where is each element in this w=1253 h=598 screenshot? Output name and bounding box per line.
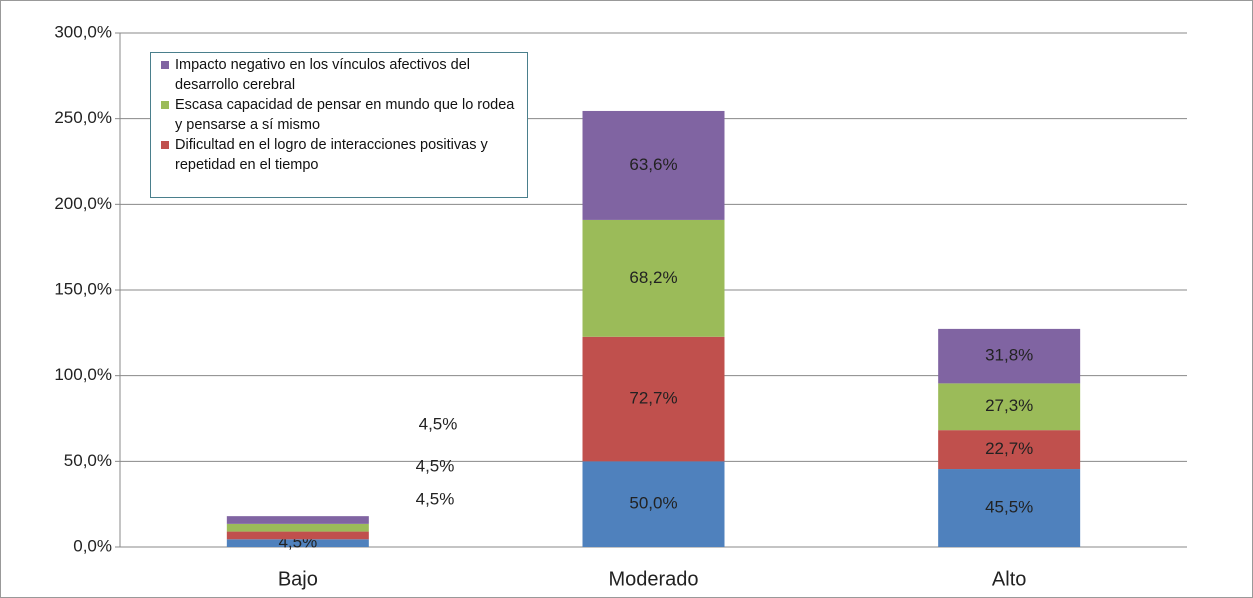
value-label: 27,3% bbox=[985, 396, 1033, 415]
legend-label: Impacto negativo en los vínculos afectiv… bbox=[175, 57, 470, 93]
legend-label: Dificultad en el logro de interacciones … bbox=[175, 137, 488, 173]
bar-segment bbox=[938, 383, 1081, 431]
y-tick-label: 50,0% bbox=[64, 451, 112, 470]
legend-entry: Dificultad en el logro de interacciones … bbox=[155, 135, 523, 175]
x-tick-label: Moderado bbox=[608, 568, 698, 590]
value-label: 22,7% bbox=[985, 439, 1033, 458]
y-tick-label: 100,0% bbox=[54, 365, 112, 384]
value-label: 45,5% bbox=[985, 498, 1033, 517]
y-tick-label: 300,0% bbox=[54, 22, 112, 41]
x-tick-label: Bajo bbox=[278, 568, 318, 590]
y-tick-label: 250,0% bbox=[54, 108, 112, 127]
bar-segment bbox=[938, 469, 1081, 547]
bar-segment bbox=[938, 430, 1081, 470]
value-label: 4,5% bbox=[416, 456, 455, 475]
value-label: 72,7% bbox=[629, 389, 677, 408]
bar-segment bbox=[226, 516, 369, 524]
legend-swatch bbox=[161, 101, 169, 109]
legend-swatch bbox=[161, 61, 169, 69]
legend-entry: Escasa capacidad de pensar en mundo que … bbox=[155, 95, 523, 135]
bar-segment bbox=[582, 461, 725, 547]
value-label: 4,5% bbox=[419, 414, 458, 433]
bar-segment bbox=[226, 523, 369, 532]
legend-label: Escasa capacidad de pensar en mundo que … bbox=[175, 97, 515, 133]
y-tick-label: 200,0% bbox=[54, 194, 112, 213]
bar-segment bbox=[938, 328, 1081, 384]
legend-swatch bbox=[161, 141, 169, 149]
value-label: 50,0% bbox=[629, 494, 677, 513]
value-label: 31,8% bbox=[985, 346, 1033, 365]
bar-segment bbox=[582, 219, 725, 337]
y-tick-label: 150,0% bbox=[54, 279, 112, 298]
bar-segment bbox=[226, 531, 369, 540]
x-tick-label: Alto bbox=[992, 568, 1026, 590]
value-label: 63,6% bbox=[629, 155, 677, 174]
value-label: 4,5% bbox=[416, 489, 455, 508]
y-tick-label: 0,0% bbox=[73, 536, 112, 555]
legend: Impacto negativo en los vínculos afectiv… bbox=[150, 52, 528, 198]
legend-entry: Impacto negativo en los vínculos afectiv… bbox=[155, 55, 523, 95]
bar-segment bbox=[226, 539, 369, 547]
value-label: 68,2% bbox=[629, 268, 677, 287]
bar-segment bbox=[582, 336, 725, 462]
bar-segment bbox=[582, 110, 725, 220]
